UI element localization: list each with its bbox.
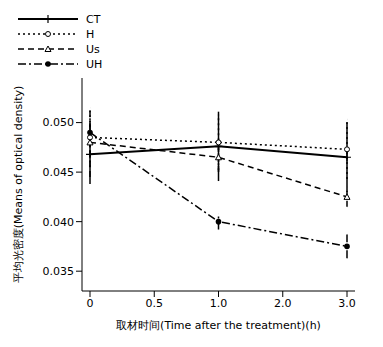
svg-text:0.035: 0.035 bbox=[43, 265, 75, 278]
svg-text:0.050: 0.050 bbox=[43, 116, 75, 129]
svg-text:0.040: 0.040 bbox=[43, 216, 75, 229]
svg-text:0.045: 0.045 bbox=[43, 166, 75, 179]
svg-text:UH: UH bbox=[86, 58, 102, 71]
svg-text:CT: CT bbox=[86, 13, 101, 26]
svg-text:H: H bbox=[86, 28, 94, 41]
svg-text:取材时间(Time after the treatment): 取材时间(Time after the treatment)(h) bbox=[116, 319, 321, 332]
svg-text:2.0: 2.0 bbox=[274, 297, 292, 310]
svg-text:0.5: 0.5 bbox=[146, 297, 164, 310]
svg-text:平均光密度(Means of optical density: 平均光密度(Means of optical density) bbox=[12, 86, 25, 284]
svg-text:Us: Us bbox=[86, 43, 100, 56]
svg-text:0: 0 bbox=[87, 297, 94, 310]
svg-text:1.0: 1.0 bbox=[210, 297, 228, 310]
svg-text:3.0: 3.0 bbox=[338, 297, 356, 310]
